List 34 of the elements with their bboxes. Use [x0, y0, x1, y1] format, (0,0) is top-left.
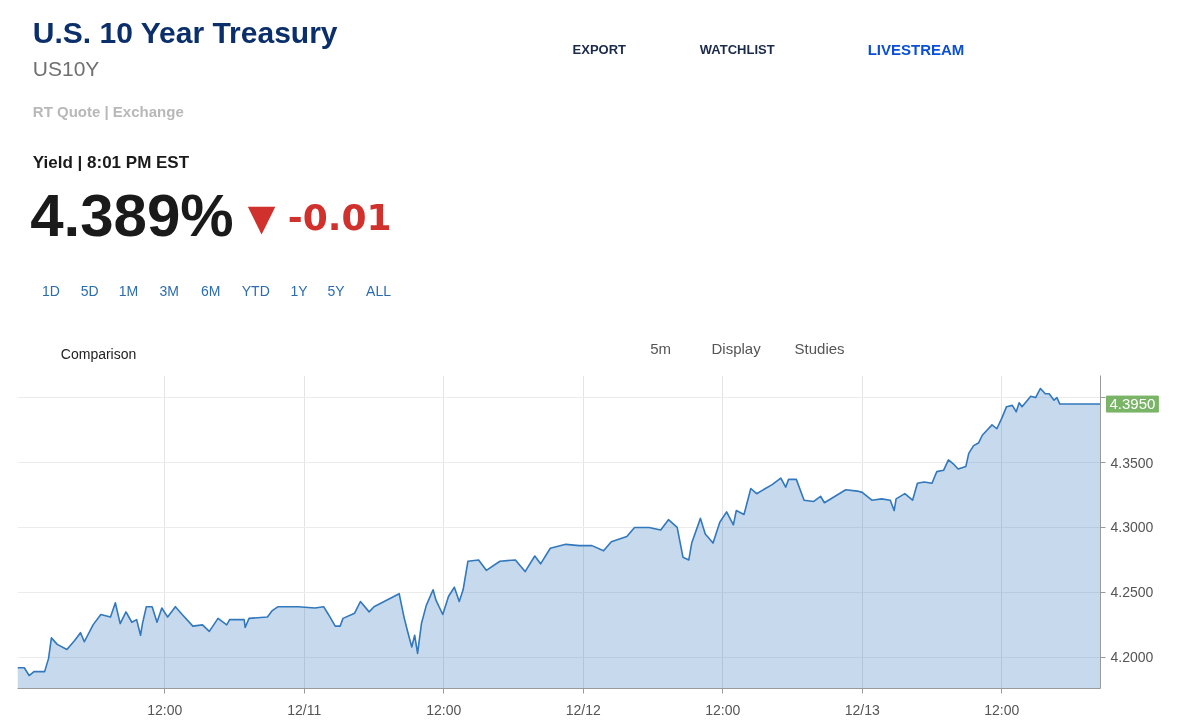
text: YTD: [241, 282, 270, 299]
text: Comparison: [60, 345, 137, 362]
y-tick-label: 4.2500: [1110, 584, 1154, 601]
text: RT Quote | Exchange: [32, 103, 184, 120]
x-tick-label: 12:00: [426, 701, 462, 718]
x-tick-label: 12/12: [565, 701, 601, 718]
text: 1Y: [290, 282, 309, 299]
text: 1D: [41, 282, 60, 299]
annotation: 4.3950: [1109, 395, 1156, 413]
text: LIVESTREAM: [867, 41, 965, 58]
x-tick-label: 12/13: [844, 701, 880, 718]
y-tick-label: 4.2000: [1110, 649, 1154, 666]
text: Display: [711, 340, 762, 357]
y-tick-label: 4.3500: [1110, 454, 1154, 471]
text: 5D: [80, 282, 99, 299]
text: 5Y: [327, 282, 346, 299]
x-tick-label: 12/11: [287, 701, 322, 718]
text: 5m: [650, 340, 671, 357]
chart-subtitle: US10Y: [32, 57, 100, 80]
text: 4.389%: [30, 182, 234, 249]
text: EXPORT: [572, 42, 627, 57]
text: 3M: [159, 282, 179, 299]
x-tick-label: 12:00: [984, 701, 1020, 718]
text: 1M: [118, 282, 139, 299]
chart-title: U.S. 10 Year Treasury: [32, 16, 338, 49]
text: ▼ -0.01: [247, 197, 392, 238]
text: Yield | 8:01 PM EST: [32, 153, 190, 172]
text: ALL: [366, 282, 392, 299]
x-tick-label: 12:00: [147, 701, 183, 718]
text: Studies: [794, 340, 845, 357]
text: 6M: [200, 282, 221, 299]
y-tick-label: 4.3000: [1110, 519, 1154, 536]
text: WATCHLIST: [699, 42, 775, 57]
x-tick-label: 12:00: [705, 701, 741, 718]
